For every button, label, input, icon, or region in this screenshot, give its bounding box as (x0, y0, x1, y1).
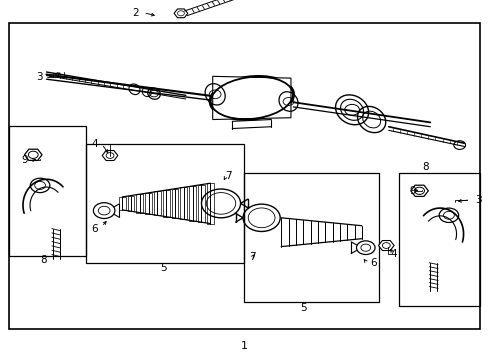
Text: 4: 4 (91, 139, 98, 149)
Text: 7: 7 (225, 171, 232, 181)
Polygon shape (378, 240, 393, 251)
Polygon shape (206, 183, 213, 224)
Text: 4: 4 (389, 249, 396, 259)
Bar (244, 173, 378, 302)
Polygon shape (171, 189, 178, 218)
Text: 9: 9 (409, 186, 416, 196)
Polygon shape (180, 187, 187, 220)
Polygon shape (102, 150, 118, 161)
Text: 8: 8 (421, 162, 428, 172)
Polygon shape (410, 185, 427, 197)
Polygon shape (163, 190, 169, 217)
Bar (9, 23, 479, 329)
Text: 3: 3 (36, 72, 43, 82)
Bar (398, 173, 479, 306)
Text: 6: 6 (91, 224, 98, 234)
Polygon shape (136, 194, 143, 213)
Text: 9: 9 (21, 155, 28, 165)
Text: 2: 2 (132, 8, 139, 18)
Polygon shape (119, 197, 125, 210)
Bar (9, 126, 85, 256)
Text: 7: 7 (248, 252, 255, 262)
Polygon shape (174, 9, 187, 18)
Text: 8: 8 (41, 255, 47, 265)
Polygon shape (212, 76, 290, 120)
Polygon shape (198, 185, 204, 222)
Text: 3: 3 (474, 195, 481, 205)
Polygon shape (24, 149, 42, 161)
Text: 5: 5 (160, 263, 167, 273)
Text: 1: 1 (241, 341, 247, 351)
Polygon shape (154, 192, 161, 215)
Polygon shape (189, 186, 196, 221)
Text: 5: 5 (299, 303, 306, 313)
Polygon shape (127, 195, 134, 211)
Text: 6: 6 (370, 258, 377, 268)
Polygon shape (145, 193, 152, 214)
Bar (85, 144, 244, 263)
